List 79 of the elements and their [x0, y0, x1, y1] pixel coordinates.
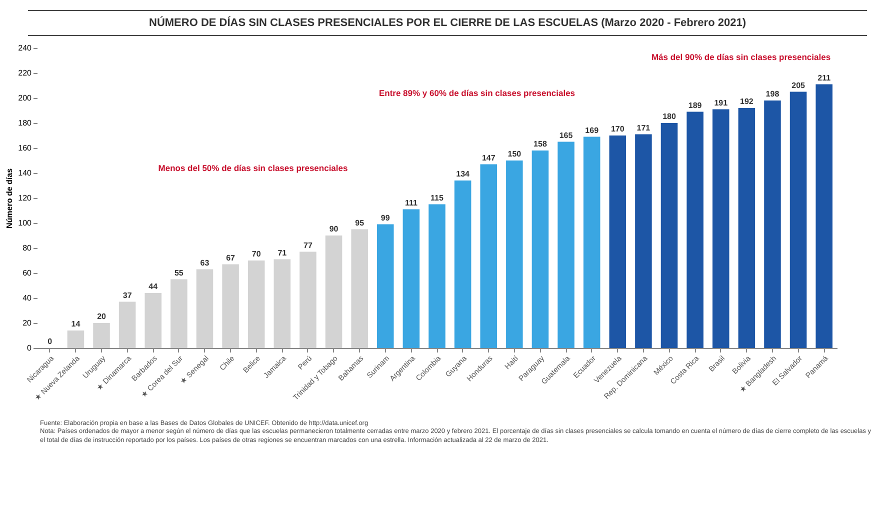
bar — [118, 302, 136, 348]
chart-title: NÚMERO DE DÍAS SIN CLASES PRESENCIALES POR EL CIERRE DE LAS ESCUELAS (Marzo 2020 - Febrero 2021) — [28, 10, 867, 36]
y-tick-label: 60 — [22, 268, 32, 278]
bar — [609, 136, 626, 348]
bar — [635, 134, 652, 348]
data-label: 134 — [456, 170, 470, 178]
data-label: 150 — [508, 150, 522, 158]
data-label: 171 — [636, 123, 651, 132]
y-tick-label: 180 — [18, 118, 32, 128]
bar — [764, 100, 781, 348]
y-tick-label: 40 — [22, 294, 32, 302]
data-label: 211 — [818, 73, 832, 82]
data-label: 205 — [792, 80, 806, 90]
data-label: 14 — [71, 320, 81, 328]
bar — [480, 164, 497, 348]
annotation: Menos del 50% de días sin clases presenciales — [158, 163, 348, 173]
data-label: 71 — [278, 248, 288, 258]
data-label: 165 — [559, 130, 574, 140]
data-label: 37 — [122, 290, 132, 300]
data-label: 55 — [174, 268, 184, 278]
data-label: 111 — [404, 198, 418, 208]
bar — [558, 142, 574, 348]
bar — [532, 150, 549, 348]
bar — [325, 236, 342, 348]
y-tick-label: 120 — [18, 194, 32, 202]
y-tick-label: 200 — [18, 94, 32, 102]
data-label: 70 — [252, 250, 262, 258]
bar — [248, 260, 265, 348]
bar — [67, 330, 84, 348]
y-tick-label: 80 — [22, 244, 32, 252]
bar — [222, 264, 239, 348]
data-label: 158 — [534, 140, 548, 148]
bar — [170, 279, 188, 348]
bar — [454, 180, 472, 348]
bar — [428, 204, 446, 348]
y-axis-title: Número de días — [5, 168, 14, 229]
data-label: 20 — [97, 312, 107, 321]
bar — [686, 112, 704, 348]
data-label: 90 — [329, 224, 339, 234]
bar — [790, 92, 807, 348]
data-label: 115 — [430, 193, 444, 202]
y-tick-label: 140 — [18, 168, 32, 178]
bar — [274, 259, 291, 348]
data-label: 189 — [688, 100, 702, 110]
bar — [402, 209, 420, 348]
bar — [377, 224, 394, 348]
data-label: 99 — [380, 213, 390, 222]
bar — [583, 136, 600, 348]
bar — [196, 269, 214, 348]
annotation: Más del 90% de días sin clases presenciales — [651, 52, 831, 62]
data-label: 191 — [714, 98, 728, 108]
data-label: 198 — [766, 90, 780, 98]
bar — [144, 293, 162, 348]
bar — [93, 323, 110, 348]
data-label: 147 — [482, 153, 496, 162]
bar — [300, 252, 316, 348]
data-label: 44 — [148, 282, 158, 291]
data-label: 95 — [355, 218, 365, 228]
y-tick-label: 100 — [18, 218, 32, 228]
data-label: 63 — [200, 258, 210, 268]
y-tick-label: 160 — [18, 144, 32, 152]
data-label: 192 — [740, 97, 754, 106]
y-tick-label: 20 — [22, 318, 32, 328]
bar — [712, 109, 730, 348]
bar — [660, 123, 678, 348]
bar — [738, 108, 756, 348]
data-label: 170 — [610, 124, 625, 134]
data-label: 180 — [662, 112, 676, 121]
bar — [816, 84, 832, 348]
y-tick-label: 0 — [27, 344, 32, 352]
y-tick-label: 240 — [18, 44, 32, 52]
bar — [351, 229, 368, 348]
annotation: Entre 89% y 60% de días sin clases presenciales — [378, 88, 576, 98]
data-label: 77 — [304, 240, 313, 250]
data-label: 169 — [585, 126, 600, 135]
data-label: 0 — [48, 337, 53, 346]
data-label: 67 — [226, 253, 236, 262]
y-tick-label: 220 — [18, 68, 32, 78]
bar — [506, 160, 523, 348]
